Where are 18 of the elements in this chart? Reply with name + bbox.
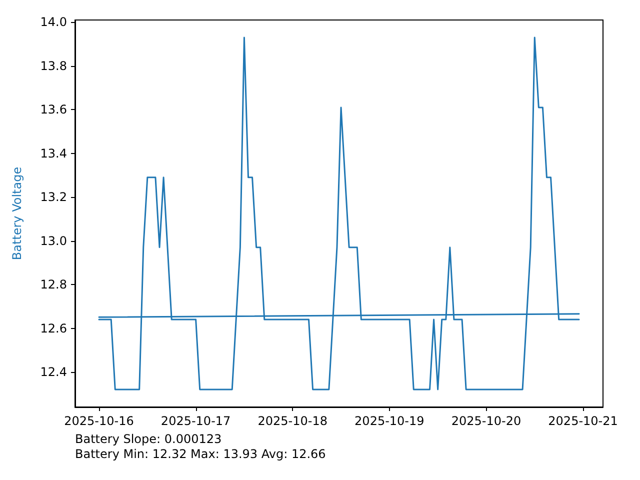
x-tick-label: 2025-10-16 (64, 414, 134, 428)
x-tick-label: 2025-10-20 (451, 414, 522, 428)
text: Battery Min: 12.32 Max: 13.93 Avg: 12.66 (75, 447, 326, 461)
y-tick-label: 13.2 (40, 190, 67, 204)
x-tick-label: 2025-10-18 (258, 414, 328, 428)
y-tick-label: 13.0 (40, 234, 67, 248)
y-axis-title: Battery Voltage (10, 166, 24, 260)
y-tick-label: 13.4 (40, 146, 67, 160)
x-tick-label: 2025-10-17 (160, 414, 231, 428)
y-tick-label: 13.6 (40, 102, 67, 117)
y-tick-label: 14.0 (40, 15, 67, 30)
y-tick-label: 12.4 (40, 365, 67, 380)
x-tick-label: 2025-10-21 (548, 414, 618, 428)
y-tick-label: 13.8 (40, 58, 67, 73)
x-tick-label: 2025-10-19 (354, 414, 424, 428)
y-tick-label: 12.8 (40, 278, 67, 292)
text: Battery Slope: 0.000123 (75, 432, 222, 446)
y-tick-label: 12.6 (40, 321, 67, 336)
